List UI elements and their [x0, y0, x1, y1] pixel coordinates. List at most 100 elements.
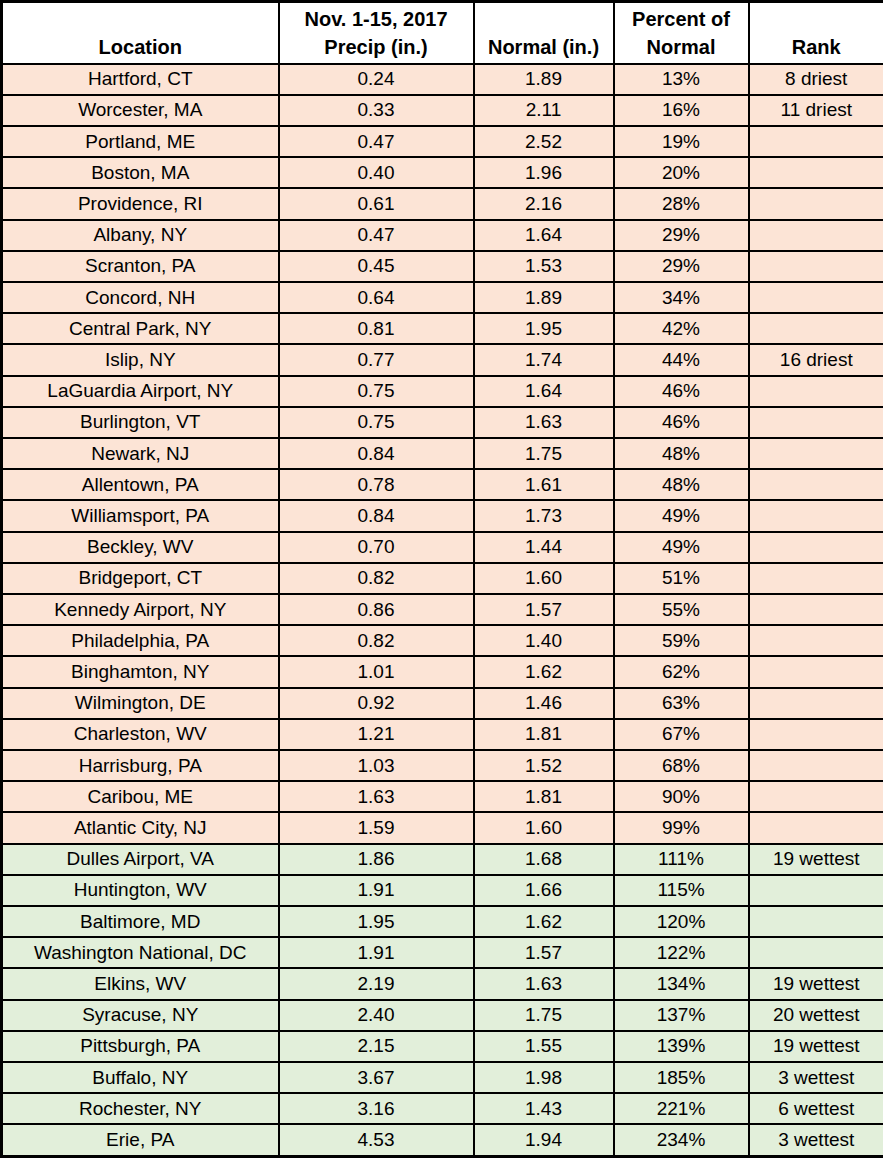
rank-cell: 3 wettest: [749, 1062, 883, 1093]
header-line-2: Location: [3, 33, 278, 61]
rank-cell: [749, 438, 883, 469]
normal-cell: 1.62: [474, 906, 614, 937]
precip-cell: 2.19: [279, 968, 474, 999]
rank-cell: 16 driest: [749, 344, 883, 375]
normal-cell: 1.60: [474, 563, 614, 594]
normal-cell: 2.16: [474, 188, 614, 219]
percent-cell: 122%: [614, 937, 749, 968]
location-cell: Bridgeport, CT: [2, 563, 279, 594]
rank-cell: [749, 188, 883, 219]
percent-cell: 16%: [614, 95, 749, 126]
rank-cell: [749, 313, 883, 344]
location-cell: Washington National, DC: [2, 937, 279, 968]
rank-cell: [749, 937, 883, 968]
table-row: Syracuse, NY 2.40 1.75 137% 20 wettest: [2, 1000, 883, 1031]
precip-cell: 1.86: [279, 844, 474, 875]
rank-cell: 11 driest: [749, 95, 883, 126]
normal-cell: 1.66: [474, 875, 614, 906]
table-row: Newark, NJ 0.84 1.75 48%: [2, 438, 883, 469]
location-cell: Newark, NJ: [2, 438, 279, 469]
percent-cell: 20%: [614, 157, 749, 188]
header-line-2: Rank: [750, 33, 883, 61]
precip-cell: 1.59: [279, 812, 474, 843]
normal-cell: 1.44: [474, 532, 614, 563]
precip-cell: 0.92: [279, 688, 474, 719]
column-header-precip: Nov. 1-15, 2017 Precip (in.): [279, 2, 474, 64]
table-row: Philadelphia, PA 0.82 1.40 59%: [2, 625, 883, 656]
precip-cell: 0.40: [279, 157, 474, 188]
percent-cell: 68%: [614, 750, 749, 781]
percent-cell: 49%: [614, 532, 749, 563]
table-row: Charleston, WV 1.21 1.81 67%: [2, 719, 883, 750]
precip-cell: 0.84: [279, 500, 474, 531]
precip-cell: 1.63: [279, 781, 474, 812]
table-row: Kennedy Airport, NY 0.86 1.57 55%: [2, 594, 883, 625]
normal-cell: 1.68: [474, 844, 614, 875]
normal-cell: 1.81: [474, 719, 614, 750]
location-cell: Philadelphia, PA: [2, 625, 279, 656]
rank-cell: 6 wettest: [749, 1093, 883, 1124]
precip-cell: 0.64: [279, 282, 474, 313]
percent-cell: 59%: [614, 625, 749, 656]
table-row: Hartford, CT 0.24 1.89 13% 8 driest: [2, 64, 883, 95]
normal-cell: 1.89: [474, 64, 614, 95]
location-cell: Pittsburgh, PA: [2, 1031, 279, 1062]
table-row: LaGuardia Airport, NY 0.75 1.64 46%: [2, 376, 883, 407]
percent-cell: 29%: [614, 251, 749, 282]
percent-cell: 42%: [614, 313, 749, 344]
normal-cell: 1.89: [474, 282, 614, 313]
table-row: Bridgeport, CT 0.82 1.60 51%: [2, 563, 883, 594]
rank-cell: [749, 719, 883, 750]
location-cell: Charleston, WV: [2, 719, 279, 750]
location-cell: Islip, NY: [2, 344, 279, 375]
normal-cell: 1.74: [474, 344, 614, 375]
percent-cell: 46%: [614, 376, 749, 407]
percent-cell: 13%: [614, 64, 749, 95]
precip-cell: 0.77: [279, 344, 474, 375]
percent-cell: 48%: [614, 438, 749, 469]
normal-cell: 1.57: [474, 937, 614, 968]
percent-cell: 29%: [614, 220, 749, 251]
table-row: Rochester, NY 3.16 1.43 221% 6 wettest: [2, 1093, 883, 1124]
rank-cell: [749, 157, 883, 188]
precip-cell: 1.95: [279, 906, 474, 937]
table-header: Location Nov. 1-15, 2017 Precip (in.) No…: [2, 2, 883, 64]
table-row: Providence, RI 0.61 2.16 28%: [2, 188, 883, 219]
percent-cell: 55%: [614, 594, 749, 625]
location-cell: Worcester, MA: [2, 95, 279, 126]
table-row: Washington National, DC 1.91 1.57 122%: [2, 937, 883, 968]
rank-cell: [749, 469, 883, 500]
location-cell: Burlington, VT: [2, 407, 279, 438]
rank-cell: 3 wettest: [749, 1124, 883, 1156]
percent-cell: 19%: [614, 126, 749, 157]
rank-cell: 19 wettest: [749, 844, 883, 875]
rank-cell: [749, 594, 883, 625]
table-row: Huntington, WV 1.91 1.66 115%: [2, 875, 883, 906]
rank-cell: [749, 563, 883, 594]
normal-cell: 1.61: [474, 469, 614, 500]
percent-cell: 34%: [614, 282, 749, 313]
normal-cell: 1.63: [474, 407, 614, 438]
percent-cell: 99%: [614, 812, 749, 843]
table-row: Caribou, ME 1.63 1.81 90%: [2, 781, 883, 812]
percent-cell: 120%: [614, 906, 749, 937]
precip-cell: 0.86: [279, 594, 474, 625]
location-cell: Baltimore, MD: [2, 906, 279, 937]
location-cell: Scranton, PA: [2, 251, 279, 282]
precip-cell: 0.70: [279, 532, 474, 563]
normal-cell: 1.53: [474, 251, 614, 282]
header-row: Location Nov. 1-15, 2017 Precip (in.) No…: [2, 2, 883, 64]
precip-cell: 0.75: [279, 407, 474, 438]
normal-cell: 1.81: [474, 781, 614, 812]
percent-cell: 137%: [614, 1000, 749, 1031]
rank-cell: [749, 282, 883, 313]
rank-cell: [749, 656, 883, 687]
table-row: Elkins, WV 2.19 1.63 134% 19 wettest: [2, 968, 883, 999]
header-line-2: Precip (in.): [280, 33, 473, 61]
table-row: Baltimore, MD 1.95 1.62 120%: [2, 906, 883, 937]
normal-cell: 1.73: [474, 500, 614, 531]
precip-cell: 0.78: [279, 469, 474, 500]
normal-cell: 1.46: [474, 688, 614, 719]
rank-cell: [749, 126, 883, 157]
rank-cell: [749, 407, 883, 438]
